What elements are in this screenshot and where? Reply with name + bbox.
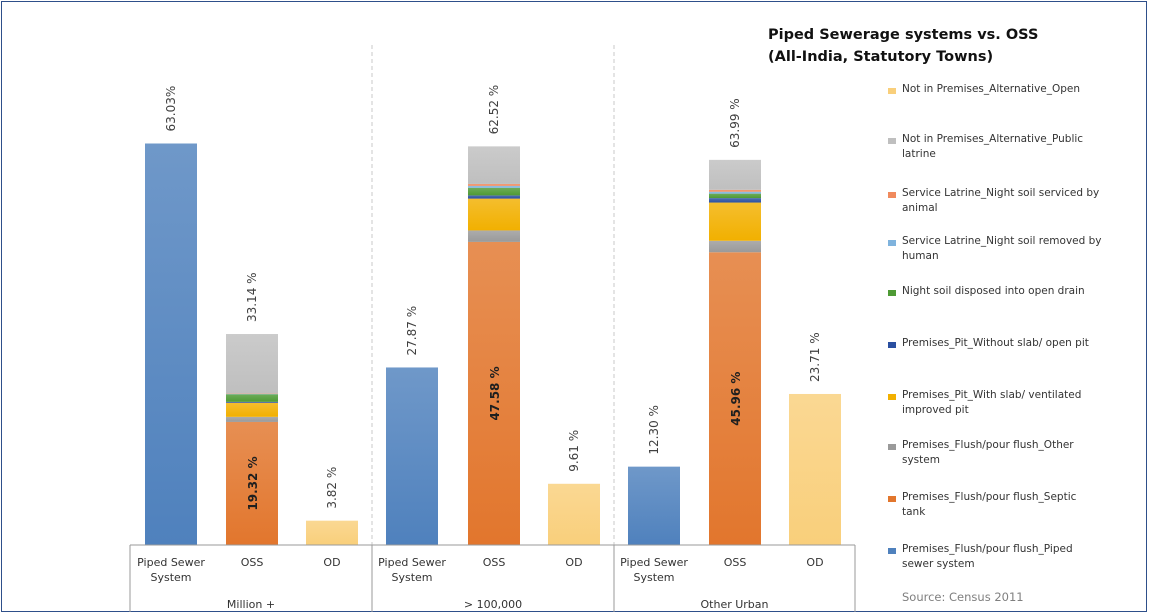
bar-segment — [226, 421, 278, 545]
legend-label: Not in Premises_Alternative_Public latri… — [902, 133, 1084, 160]
bar-segment — [709, 191, 761, 194]
bar-segment — [386, 367, 438, 545]
bar-segment — [226, 402, 278, 417]
bar-segment — [306, 520, 358, 545]
category-label: System — [150, 571, 191, 584]
legend-item: Premises_Pit_With slab/ ventilated impro… — [888, 388, 1102, 418]
bar-segment — [709, 198, 761, 203]
segment-value-label: 19.32 % — [246, 456, 260, 510]
source-note: Source: Census 2011 — [902, 590, 1024, 604]
bar-value-label: 63.03% — [164, 86, 178, 132]
chart-title-line-2: (All-India, Statutory Towns) — [768, 49, 994, 65]
bar-value-label: 23.71 % — [808, 332, 822, 382]
legend-item: Service Latrine_Night soil serviced by a… — [888, 186, 1102, 216]
category-label: OD — [565, 556, 582, 569]
bar-segment — [226, 401, 278, 403]
category-label: Piped Sewer — [620, 556, 688, 569]
bar-segment — [709, 189, 761, 192]
legend-label: Not in Premises_Alternative_Open — [902, 83, 1081, 95]
bar-value-label: 33.14 % — [245, 272, 259, 322]
bar-segment — [709, 193, 761, 199]
legend-item: Night soil disposed into open drain — [888, 284, 1102, 299]
bar-segment — [709, 159, 761, 190]
category-label: System — [633, 571, 674, 584]
bar-segment — [468, 185, 520, 188]
bar-segment — [226, 393, 278, 394]
group-label: Million + — [227, 598, 275, 611]
bar-value-label: 9.61 % — [567, 430, 581, 472]
bar-segment — [226, 416, 278, 422]
category-label: OD — [323, 556, 340, 569]
legend-label: Premises_Pit_With slab/ ventilated impro… — [902, 389, 1082, 416]
bar-segment — [468, 187, 520, 196]
bar-value-label: 63.99 % — [728, 98, 742, 148]
legend-swatch — [888, 444, 896, 450]
category-label: Piped Sewer — [378, 556, 446, 569]
bar-segment — [226, 393, 278, 395]
legend-swatch — [888, 240, 896, 246]
legend-swatch — [888, 496, 896, 502]
bar-segment — [468, 146, 520, 184]
legend-item: Premises_Pit_Without slab/ open pit — [888, 336, 1102, 351]
group-label: > 100,000 — [464, 598, 522, 611]
bar-segment — [468, 183, 520, 186]
bar-segment — [226, 394, 278, 402]
legend-item: Premises_Flush/pour flush_Septic tank — [888, 490, 1102, 520]
bar-segment — [709, 240, 761, 253]
bar-segment — [789, 393, 841, 545]
bar-segment — [226, 334, 278, 394]
bar-segment — [709, 252, 761, 545]
bar-segment — [709, 202, 761, 241]
category-label: System — [391, 571, 432, 584]
legend-label: Service Latrine_Night soil serviced by a… — [902, 187, 1100, 214]
chart-title-line-1: Piped Sewerage systems vs. OSS — [768, 27, 1039, 43]
bar-value-label: 3.82 % — [325, 467, 339, 509]
bar-value-label: 27.87 % — [405, 306, 419, 356]
legend-swatch — [888, 88, 896, 94]
legend-label: Service Latrine_Night soil removed by hu… — [902, 235, 1102, 262]
bar-segment — [468, 230, 520, 242]
chart-title: Piped Sewerage systems vs. OSS (All-Indi… — [768, 24, 1038, 68]
category-label: OSS — [483, 556, 506, 569]
legend-label: Premises_Pit_Without slab/ open pit — [902, 337, 1089, 349]
legend-label: Premises_Flush/pour flush_Piped sewer sy… — [902, 543, 1073, 570]
bar-value-label: 12.30 % — [647, 405, 661, 455]
legend-label: Premises_Flush/pour flush_Septic tank — [902, 491, 1077, 518]
legend-item: Not in Premises_Alternative_Public latri… — [888, 132, 1102, 162]
category-label: Piped Sewer — [137, 556, 205, 569]
legend-swatch — [888, 342, 896, 348]
legend-item: Premises_Flush/pour flush_Piped sewer sy… — [888, 542, 1102, 572]
bar-segment — [548, 483, 600, 545]
legend-swatch — [888, 290, 896, 296]
legend-label: Night soil disposed into open drain — [902, 285, 1085, 297]
legend-item: Premises_Flush/pour flush_Other system — [888, 438, 1102, 468]
legend-item: Service Latrine_Night soil removed by hu… — [888, 234, 1102, 264]
bar-segment — [145, 143, 197, 545]
segment-value-label: 47.58 % — [488, 366, 502, 420]
category-label: OSS — [241, 556, 264, 569]
category-label: OD — [806, 556, 823, 569]
legend-swatch — [888, 192, 896, 198]
legend-label: Premises_Flush/pour flush_Other system — [902, 439, 1074, 466]
bar-value-label: 62.52 % — [487, 85, 501, 135]
bar-segment — [628, 466, 680, 545]
legend-swatch — [888, 394, 896, 400]
bar-segment — [468, 195, 520, 199]
bar-segment — [468, 198, 520, 231]
bar-segment — [468, 241, 520, 545]
legend-swatch — [888, 138, 896, 144]
legend-swatch — [888, 548, 896, 554]
category-label: OSS — [724, 556, 747, 569]
group-label: Other Urban — [701, 598, 769, 611]
segment-value-label: 45.96 % — [729, 372, 743, 426]
legend-item: Not in Premises_Alternative_Open — [888, 82, 1102, 97]
